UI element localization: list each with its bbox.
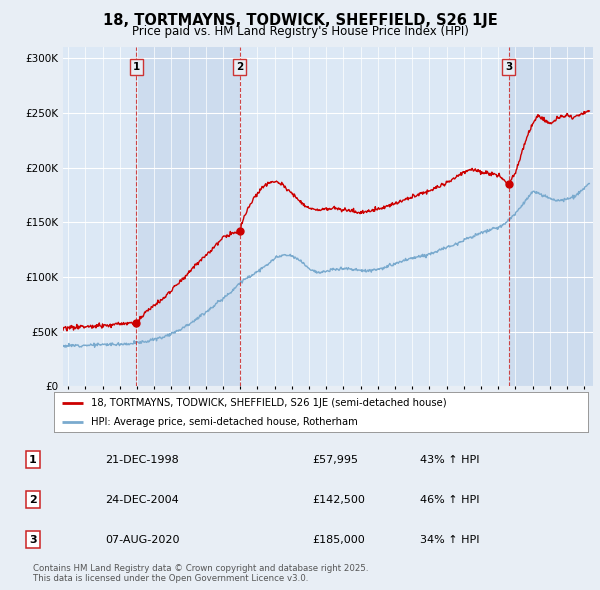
Text: 43% ↑ HPI: 43% ↑ HPI: [420, 455, 479, 464]
Text: 46% ↑ HPI: 46% ↑ HPI: [420, 495, 479, 504]
Text: 3: 3: [29, 535, 37, 545]
Text: 07-AUG-2020: 07-AUG-2020: [105, 535, 179, 545]
Bar: [63, 47, 136, 386]
Text: £57,995: £57,995: [312, 455, 358, 464]
Text: Price paid vs. HM Land Registry's House Price Index (HPI): Price paid vs. HM Land Registry's House …: [131, 25, 469, 38]
Text: 21-DEC-1998: 21-DEC-1998: [105, 455, 179, 464]
Text: 18, TORTMAYNS, TODWICK, SHEFFIELD, S26 1JE (semi-detached house): 18, TORTMAYNS, TODWICK, SHEFFIELD, S26 1…: [91, 398, 447, 408]
Text: 18, TORTMAYNS, TODWICK, SHEFFIELD, S26 1JE: 18, TORTMAYNS, TODWICK, SHEFFIELD, S26 1…: [103, 13, 497, 28]
Text: HPI: Average price, semi-detached house, Rotherham: HPI: Average price, semi-detached house,…: [91, 417, 358, 427]
Text: 3: 3: [505, 62, 512, 72]
Text: 24-DEC-2004: 24-DEC-2004: [105, 495, 179, 504]
Text: 1: 1: [133, 62, 140, 72]
Text: £142,500: £142,500: [312, 495, 365, 504]
Bar: [509, 47, 593, 386]
Text: 2: 2: [29, 495, 37, 504]
Text: 2: 2: [236, 62, 244, 72]
Bar: [240, 47, 509, 386]
Text: £185,000: £185,000: [312, 535, 365, 545]
Text: 1: 1: [29, 455, 37, 464]
Text: 34% ↑ HPI: 34% ↑ HPI: [420, 535, 479, 545]
Text: Contains HM Land Registry data © Crown copyright and database right 2025.
This d: Contains HM Land Registry data © Crown c…: [33, 563, 368, 583]
Bar: [136, 47, 240, 386]
